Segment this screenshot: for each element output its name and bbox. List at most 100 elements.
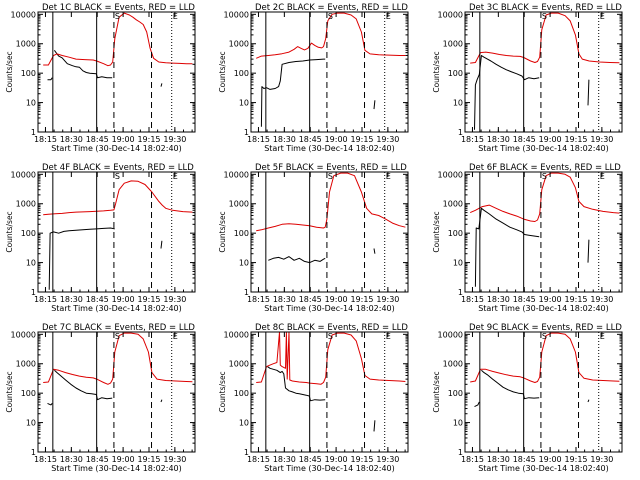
x-tick-label: 19:15 [350,295,373,304]
x-tick-label: 19:15 [350,135,373,144]
events-rate-line [587,239,590,263]
x-tick-label: 18:45 [299,455,322,464]
y-tick-label: 10000 [224,170,249,179]
detector-panel-1: SE11010010001000018:1518:3018:4519:0019:… [5,3,196,153]
x-tick-label: 19:00 [325,455,348,464]
y-tick-label: 10 [453,419,463,428]
plot-frame [37,331,196,453]
detector-panel-4: SE11010010001000018:1518:3018:4519:0019:… [5,163,196,313]
plot-data [256,172,406,264]
x-tick-label: 18:45 [299,135,322,144]
chart-title: Det 5F BLACK = Events, RED = LLD [255,163,407,173]
y-tick-label: 10 [26,99,36,108]
y-tick-label: 1 [244,288,249,297]
chart-title: Det 9C BLACK = Events, RED = LLD [469,323,622,333]
y-axis-label: Counts/sec [5,211,14,252]
y-tick-label: 1 [244,128,249,137]
y-tick-label: 10 [26,259,36,268]
x-axis-label: Start Time (30-Dec-14 18:02:40) [51,304,182,313]
events-rate-line [47,402,53,406]
x-axis-label: Start Time (30-Dec-14 18:02:40) [264,144,395,153]
y-tick-label: 1000 [443,360,463,369]
chart-title: Det 7C BLACK = Events, RED = LLD [42,323,195,333]
time-marker-label: S [542,172,547,181]
plot-data [470,332,620,408]
lld-rate-line [43,180,193,216]
x-tick-label: 18:45 [299,295,322,304]
events-rate-line [47,77,53,81]
events-rate-line [587,399,590,403]
time-marker-label: S [328,12,333,21]
y-tick-label: 100 [448,389,463,398]
events-rate-line [481,369,540,400]
y-tick-label: 1 [458,128,463,137]
events-rate-line [160,399,163,403]
y-tick-label: 10000 [11,10,36,19]
plot-frame [37,171,196,293]
y-axis-label: Counts/sec [5,371,14,412]
plot-data [469,172,620,287]
y-tick-label: 1 [244,448,249,457]
x-axis-label: Start Time (30-Dec-14 18:02:40) [478,464,609,473]
x-tick-label: 19:30 [163,135,186,144]
y-tick-label: 10000 [11,170,36,179]
y-tick-label: 10000 [438,330,463,339]
y-tick-label: 10 [239,99,249,108]
x-axis-label: Start Time (30-Dec-14 18:02:40) [478,304,609,313]
y-axis-label: Counts/sec [218,51,227,92]
x-tick-label: 18:45 [513,135,536,144]
plot-data [256,12,406,127]
lld-rate-line [470,12,620,64]
x-tick-label: 18:15 [461,295,484,304]
events-rate-line [474,207,540,287]
plot-frame [250,331,409,453]
time-marker-label: S [328,332,333,341]
y-tick-label: 1000 [16,200,36,209]
plot-data [43,332,193,406]
y-tick-label: 1 [31,128,36,137]
x-tick-label: 18:45 [86,135,109,144]
lld-rate-line [256,172,406,232]
x-tick-label: 19:30 [376,295,399,304]
y-tick-label: 1000 [229,360,249,369]
x-tick-label: 19:00 [112,455,135,464]
x-tick-label: 18:30 [60,295,83,304]
events-rate-line [373,420,376,432]
plot-data [256,332,406,432]
x-tick-label: 19:15 [137,295,160,304]
x-tick-label: 18:45 [86,295,109,304]
lld-rate-line [43,12,193,67]
lld-rate-line [469,172,620,222]
x-tick-label: 19:30 [590,135,613,144]
x-tick-label: 18:30 [487,455,510,464]
time-marker-label: S [115,172,120,181]
detector-panel-5: SE11010010001000018:1518:3018:4519:0019:… [218,163,409,313]
events-rate-line [48,227,115,290]
y-axis-label: Counts/sec [432,211,441,252]
y-tick-label: 100 [21,69,36,78]
x-tick-label: 18:15 [247,295,270,304]
chart-title: Det 6F BLACK = Events, RED = LLD [469,163,621,173]
events-rate-line [53,50,113,79]
x-tick-label: 19:00 [325,295,348,304]
x-tick-label: 18:45 [513,455,536,464]
x-tick-label: 19:00 [112,135,135,144]
x-tick-label: 18:30 [487,295,510,304]
lld-rate-line [256,12,406,59]
x-tick-label: 19:15 [137,455,160,464]
events-rate-line [268,256,326,264]
plot-frame [464,11,623,133]
time-marker-label: S [115,332,120,341]
y-tick-label: 10 [239,419,249,428]
y-axis-label: Counts/sec [5,51,14,92]
x-tick-label: 18:30 [273,135,296,144]
events-rate-line [474,401,480,408]
x-tick-label: 19:00 [539,135,562,144]
y-tick-label: 10000 [224,10,249,19]
y-tick-label: 10000 [438,170,463,179]
x-tick-label: 19:30 [376,455,399,464]
x-tick-label: 19:30 [376,135,399,144]
x-tick-label: 18:15 [461,455,484,464]
time-marker-label: S [115,12,120,21]
